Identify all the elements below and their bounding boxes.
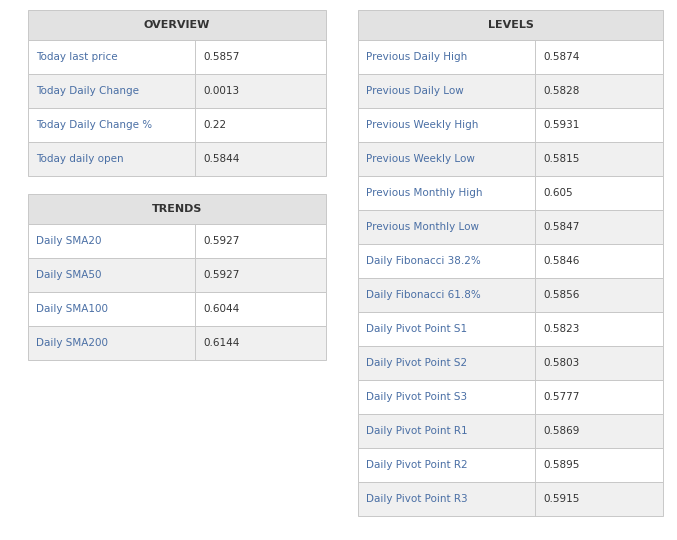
Text: 0.5847: 0.5847	[543, 222, 580, 232]
Text: Previous Weekly Low: Previous Weekly Low	[366, 154, 475, 164]
Bar	[358, 40, 663, 74]
Bar	[358, 176, 663, 210]
Text: LEVELS: LEVELS	[487, 20, 533, 30]
Bar	[358, 108, 663, 142]
Bar	[28, 326, 326, 360]
Text: 0.6044: 0.6044	[203, 304, 239, 314]
Text: Daily Pivot Point S3: Daily Pivot Point S3	[366, 392, 467, 402]
Text: Daily Pivot Point R2: Daily Pivot Point R2	[366, 460, 468, 470]
Text: 0.5823: 0.5823	[543, 324, 580, 334]
Bar	[358, 142, 663, 176]
Text: Daily SMA200: Daily SMA200	[36, 338, 108, 348]
Bar	[358, 244, 663, 278]
Bar	[358, 482, 663, 516]
Text: 0.0013: 0.0013	[203, 86, 239, 96]
Text: 0.22: 0.22	[203, 120, 226, 130]
Text: Daily SMA100: Daily SMA100	[36, 304, 108, 314]
Text: 0.5869: 0.5869	[543, 426, 580, 436]
Text: 0.5815: 0.5815	[543, 154, 580, 164]
Bar	[28, 108, 326, 142]
Bar	[358, 74, 663, 108]
Text: 0.5927: 0.5927	[203, 236, 239, 246]
Text: Daily Pivot Point R3: Daily Pivot Point R3	[366, 494, 468, 504]
Text: 0.5874: 0.5874	[543, 52, 580, 62]
Text: 0.5846: 0.5846	[543, 256, 580, 266]
Text: Today Daily Change: Today Daily Change	[36, 86, 139, 96]
Text: Daily Pivot Point R1: Daily Pivot Point R1	[366, 426, 468, 436]
Text: Previous Daily Low: Previous Daily Low	[366, 86, 464, 96]
Text: 0.605: 0.605	[543, 188, 573, 198]
Text: Daily SMA50: Daily SMA50	[36, 270, 102, 280]
Text: 0.5915: 0.5915	[543, 494, 580, 504]
Bar	[28, 142, 326, 176]
Text: Previous Weekly High: Previous Weekly High	[366, 120, 479, 130]
Text: TRENDS: TRENDS	[152, 204, 202, 214]
Bar	[358, 346, 663, 380]
Text: Daily Pivot Point S1: Daily Pivot Point S1	[366, 324, 467, 334]
Text: Daily Fibonacci 38.2%: Daily Fibonacci 38.2%	[366, 256, 481, 266]
Bar	[358, 380, 663, 414]
Text: Previous Monthly High: Previous Monthly High	[366, 188, 483, 198]
Text: 0.6144: 0.6144	[203, 338, 239, 348]
Bar	[28, 40, 326, 74]
Bar	[358, 10, 663, 40]
Bar	[28, 10, 326, 40]
Text: 0.5828: 0.5828	[543, 86, 580, 96]
Text: 0.5931: 0.5931	[543, 120, 580, 130]
Text: Daily Fibonacci 61.8%: Daily Fibonacci 61.8%	[366, 290, 481, 300]
Bar	[358, 448, 663, 482]
Text: 0.5857: 0.5857	[203, 52, 239, 62]
Text: Today daily open: Today daily open	[36, 154, 124, 164]
Text: Today Daily Change %: Today Daily Change %	[36, 120, 152, 130]
Text: 0.5895: 0.5895	[543, 460, 580, 470]
Bar	[358, 210, 663, 244]
Text: Today last price: Today last price	[36, 52, 118, 62]
Text: Previous Daily High: Previous Daily High	[366, 52, 467, 62]
Bar	[358, 414, 663, 448]
Bar	[358, 312, 663, 346]
Bar	[28, 74, 326, 108]
Text: Previous Monthly Low: Previous Monthly Low	[366, 222, 479, 232]
Bar	[28, 194, 326, 224]
Bar	[28, 292, 326, 326]
Text: 0.5927: 0.5927	[203, 270, 239, 280]
Text: OVERVIEW: OVERVIEW	[144, 20, 210, 30]
Text: 0.5777: 0.5777	[543, 392, 580, 402]
Bar	[28, 258, 326, 292]
Bar	[358, 278, 663, 312]
Text: 0.5803: 0.5803	[543, 358, 579, 368]
Text: 0.5844: 0.5844	[203, 154, 239, 164]
Text: 0.5856: 0.5856	[543, 290, 580, 300]
Bar	[28, 224, 326, 258]
Text: Daily SMA20: Daily SMA20	[36, 236, 102, 246]
Text: Daily Pivot Point S2: Daily Pivot Point S2	[366, 358, 467, 368]
